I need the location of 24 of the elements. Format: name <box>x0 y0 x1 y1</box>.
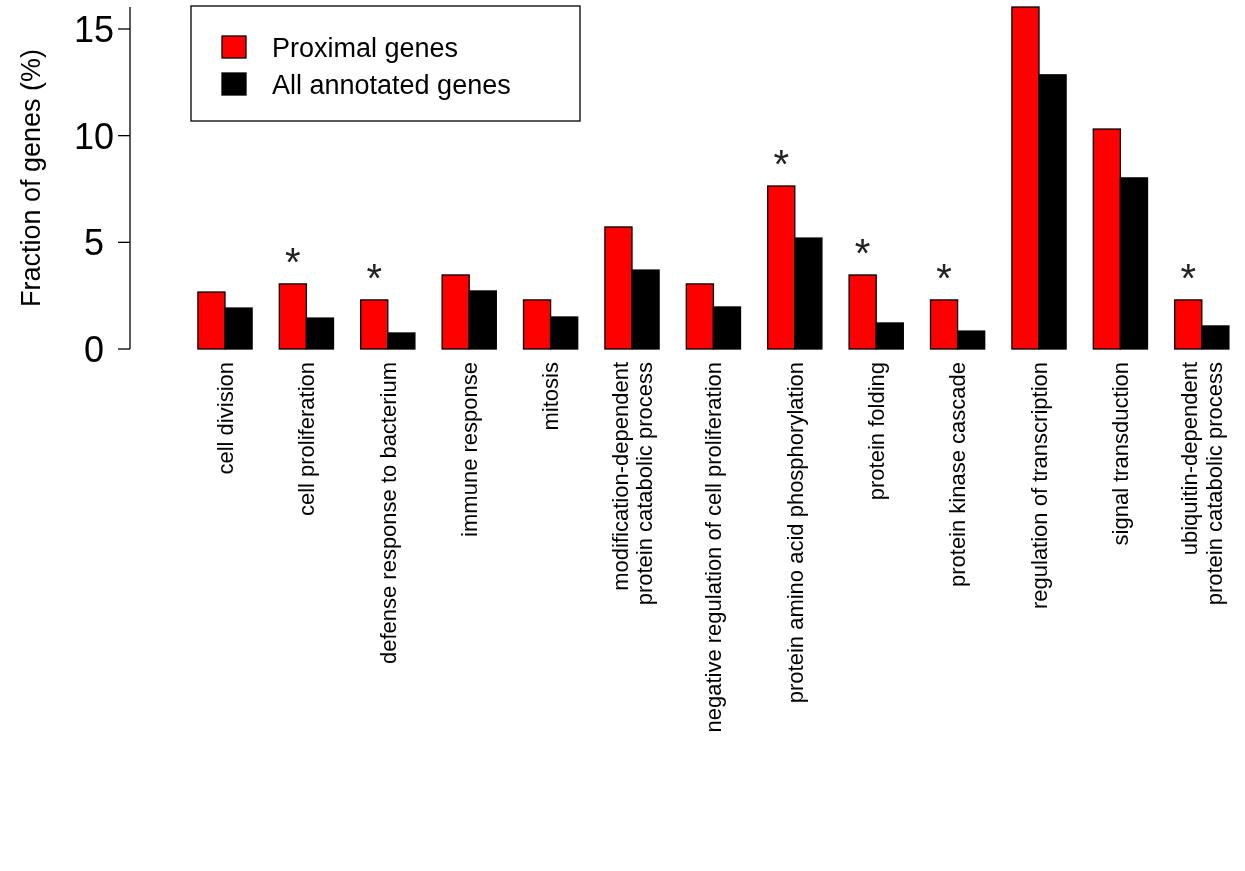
annotation: * <box>1180 255 1197 300</box>
legend-label: Proximal genes <box>272 32 459 63</box>
x-tick-label: defense response to bacterium <box>375 362 401 665</box>
legend-label: All annotated genes <box>272 69 511 100</box>
x-tick-label: negative regulation of cell proliferation <box>701 362 727 733</box>
x-tick-label: immune response <box>456 362 482 537</box>
x-tick-label: mitosis <box>538 362 564 431</box>
y-tick-label: 10 <box>73 115 115 157</box>
x-tick-label: cell division <box>212 362 238 475</box>
x-tick-label: signal transduction <box>1108 362 1134 546</box>
annotation: * <box>366 255 383 300</box>
annotation: * <box>936 255 952 300</box>
y-tick-label: 5 <box>83 222 105 264</box>
annotation: * <box>285 239 301 284</box>
x-tick-label: protein amino acid phosphorylation <box>782 362 808 704</box>
annotation: * <box>854 230 871 275</box>
y-axis-title: Fraction of genes (%) <box>16 48 46 308</box>
x-tick-label: protein folding <box>863 362 889 501</box>
y-tick-label: 0 <box>83 328 105 370</box>
x-tick-label: protein kinase cascade <box>945 362 971 588</box>
x-tick-label: regulation of transcription <box>1026 362 1052 610</box>
annotation: * <box>773 142 790 186</box>
x-tick-label: cell proliferation <box>294 362 320 517</box>
y-tick-label: 15 <box>73 8 115 50</box>
